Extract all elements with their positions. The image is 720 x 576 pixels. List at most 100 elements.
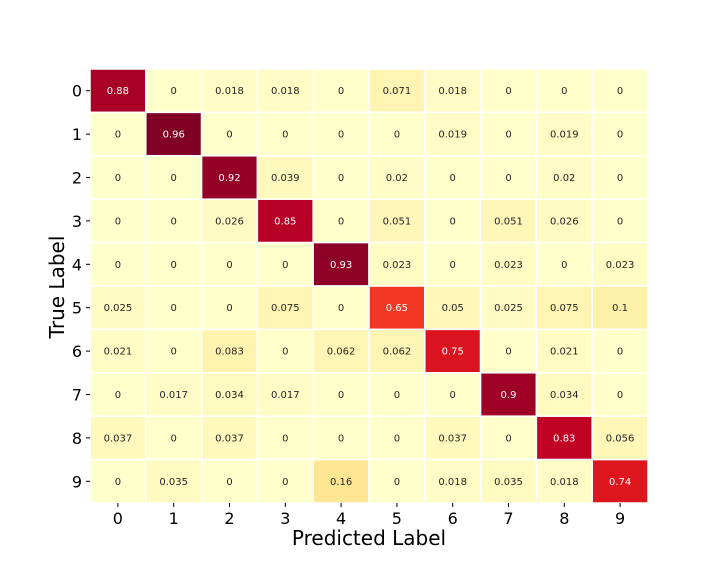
heatmap-cell-3-6 — [424, 198, 482, 244]
heatmap-cell-label-4-3: 0 — [282, 260, 288, 271]
heatmap-cell-label-5-7: 0.025 — [494, 303, 523, 314]
heatmap-cell-6-9 — [591, 328, 649, 374]
heatmap-cell-0-7 — [479, 68, 538, 114]
heatmap-cell-5-8 — [535, 285, 593, 331]
heatmap-cell-label-1-5: 0 — [394, 130, 400, 141]
heatmap-cell-4-5 — [368, 241, 426, 287]
heatmap-cell-label-2-0: 0 — [115, 173, 121, 184]
heatmap-cell-0-9 — [591, 68, 649, 114]
heatmap-cell-1-9 — [591, 111, 649, 157]
heatmap-cell-2-9 — [591, 155, 649, 200]
heatmap-cell-label-7-5: 0 — [394, 390, 400, 401]
x-tick-label-5: 5 — [392, 509, 402, 528]
heatmap-cell-9-6 — [424, 458, 482, 504]
heatmap-cell-label-8-0: 0.037 — [104, 433, 133, 444]
heatmap-cell-9-0 — [89, 458, 147, 504]
x-tick-label-8: 8 — [559, 509, 569, 528]
heatmap-cell-4-4 — [312, 241, 370, 287]
x-axis-label: Predicted Label — [292, 526, 446, 550]
heatmap-cell-label-9-8: 0.018 — [550, 477, 579, 488]
heatmap-cell-label-9-4: 0.16 — [330, 477, 352, 488]
x-tick-label-7: 7 — [503, 509, 513, 528]
heatmap-cell-label-7-9: 0 — [617, 390, 623, 401]
y-tick-label-1: 1 — [72, 125, 82, 144]
heatmap-cell-label-1-3: 0 — [282, 130, 288, 141]
heatmap-cell-label-9-5: 0 — [394, 477, 400, 488]
heatmap-cell-8-1 — [145, 415, 203, 461]
x-tick-label-9: 9 — [615, 509, 625, 528]
heatmap-cell-9-9 — [591, 458, 649, 504]
heatmap-cell-label-3-5: 0.051 — [383, 216, 412, 227]
heatmap-cell-label-3-6: 0 — [450, 216, 456, 227]
heatmap-cell-5-2 — [200, 285, 259, 331]
heatmap-cell-label-0-2: 0.018 — [215, 86, 244, 97]
heatmap-cell-label-7-6: 0 — [450, 390, 456, 401]
heatmap-cell-label-7-1: 0.017 — [159, 390, 188, 401]
heatmap-cell-label-5-0: 0.025 — [104, 303, 133, 314]
heatmap-cell-label-2-6: 0 — [450, 173, 456, 184]
heatmap-cell-label-6-6: 0.75 — [442, 347, 464, 358]
heatmap-cell-label-7-4: 0 — [338, 390, 344, 401]
heatmap-cell-label-6-7: 0 — [505, 347, 511, 358]
heatmap-cell-label-3-9: 0 — [617, 216, 623, 227]
y-axis-label: True Label — [45, 236, 69, 340]
heatmap-cell-8-9 — [591, 415, 649, 461]
heatmap-cell-label-1-0: 0 — [115, 130, 121, 141]
heatmap-cell-label-4-5: 0.023 — [383, 260, 412, 271]
heatmap-cell-8-8 — [535, 415, 593, 461]
heatmap-cell-label-2-8: 0.02 — [553, 173, 575, 184]
heatmap-cell-5-3 — [256, 285, 314, 331]
heatmap-cell-5-4 — [312, 285, 370, 331]
x-tick-label-0: 0 — [113, 509, 123, 528]
heatmap-cell-label-9-1: 0.035 — [159, 477, 188, 488]
heatmap-cell-8-7 — [479, 415, 538, 461]
heatmap-cell-6-0 — [89, 328, 147, 374]
heatmap-cell-label-2-7: 0 — [505, 173, 511, 184]
heatmap-cell-label-8-9: 0.056 — [606, 433, 635, 444]
heatmap-cell-4-7 — [479, 241, 538, 287]
heatmap-cell-label-8-2: 0.037 — [215, 433, 244, 444]
heatmap-cell-label-6-0: 0.021 — [104, 347, 133, 358]
heatmap-cell-9-5 — [368, 458, 426, 504]
heatmap-cell-label-2-5: 0.02 — [386, 173, 408, 184]
heatmap-cell-label-3-0: 0 — [115, 216, 121, 227]
heatmap-cell-labels: 0.88 0 0.018 0.018 0 0.071 0.018 0 0 0 0 0.96 0 0 0 0 0.… — [104, 86, 635, 488]
x-tick-label-4: 4 — [336, 509, 346, 528]
heatmap-cell-4-1 — [145, 241, 203, 287]
heatmap-cell-label-1-4: 0 — [338, 130, 344, 141]
heatmap-cell-7-6 — [424, 372, 482, 417]
y-tick-label-6: 6 — [72, 342, 82, 361]
y-tick-label-0: 0 — [72, 82, 82, 101]
x-axis-ticks: 0 1 2 3 4 5 6 7 8 9 — [113, 503, 625, 528]
heatmap-cell-2-2 — [200, 155, 259, 200]
heatmap-cell-4-6 — [424, 241, 482, 287]
heatmap-cell-1-3 — [256, 111, 314, 157]
heatmap-cell-label-0-6: 0.018 — [438, 86, 467, 97]
heatmap-cell-4-8 — [535, 241, 593, 287]
heatmap-cell-label-0-4: 0 — [338, 86, 344, 97]
heatmap-cell-9-7 — [479, 458, 538, 504]
heatmap-cell-label-3-8: 0.026 — [550, 216, 579, 227]
heatmap-cell-9-8 — [535, 458, 593, 504]
heatmap-cell-label-8-6: 0.037 — [438, 433, 467, 444]
heatmap-cells — [89, 68, 649, 504]
heatmap-cell-label-7-3: 0.017 — [271, 390, 300, 401]
heatmap-cell-label-9-7: 0.035 — [494, 477, 523, 488]
heatmap-cell-8-6 — [424, 415, 482, 461]
heatmap-cell-6-3 — [256, 328, 314, 374]
heatmap-cell-1-1 — [145, 111, 203, 157]
heatmap-cell-label-3-2: 0.026 — [215, 216, 244, 227]
heatmap-cell-label-5-9: 0.1 — [612, 303, 628, 314]
heatmap-cell-5-5 — [368, 285, 426, 331]
heatmap-cell-label-2-3: 0.039 — [271, 173, 300, 184]
y-tick-label-9: 9 — [72, 472, 82, 491]
heatmap-cell-9-4 — [312, 458, 370, 504]
heatmap-cell-label-5-5: 0.65 — [386, 303, 408, 314]
heatmap-cell-label-4-9: 0.023 — [606, 260, 635, 271]
x-tick-label-2: 2 — [224, 509, 234, 528]
heatmap-cell-label-5-2: 0 — [226, 303, 232, 314]
heatmap-cell-4-9 — [591, 241, 649, 287]
heatmap-cell-label-8-1: 0 — [171, 433, 177, 444]
heatmap-cell-label-6-2: 0.083 — [215, 347, 244, 358]
